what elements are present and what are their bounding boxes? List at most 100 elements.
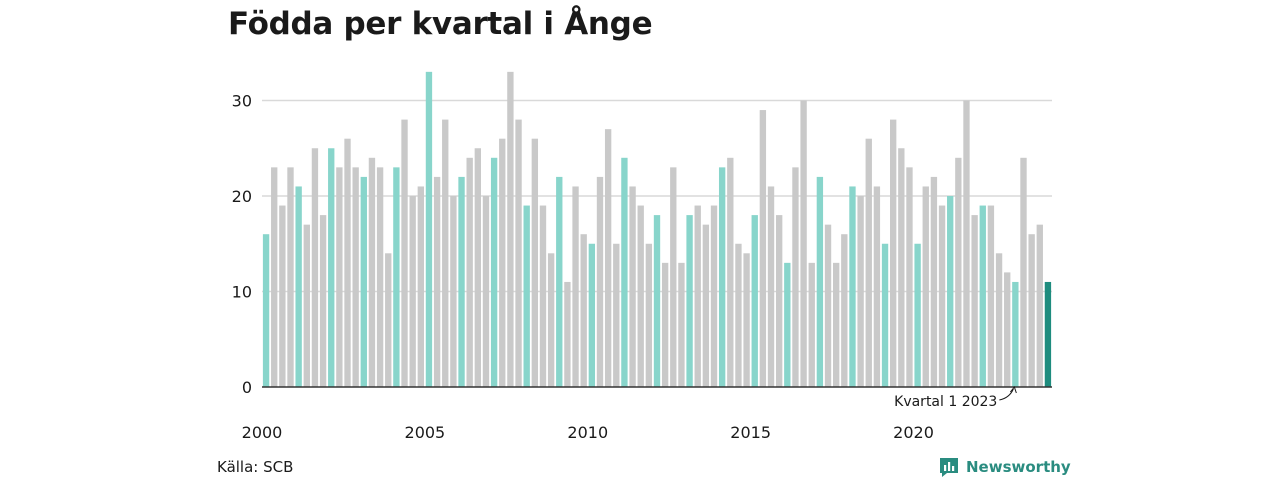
bar (987, 205, 995, 387)
source-label: Källa: SCB (217, 458, 294, 476)
bar (344, 138, 351, 387)
bar (1012, 281, 1019, 387)
bar (995, 253, 1003, 387)
bar (303, 224, 310, 387)
bar (368, 157, 376, 387)
bar (922, 186, 929, 387)
bar (458, 176, 465, 387)
annotation-arrow (999, 388, 1014, 401)
bar (767, 186, 775, 387)
x-tick-label: 2005 (405, 423, 446, 442)
bar (661, 262, 669, 387)
bar (849, 186, 856, 387)
bar (824, 224, 832, 387)
bar (442, 119, 449, 387)
bar (588, 243, 596, 387)
bar (1028, 234, 1035, 387)
bar (1020, 157, 1027, 387)
x-tick-label: 2015 (730, 423, 771, 442)
bar (425, 71, 433, 387)
bar (694, 205, 701, 387)
bar (376, 167, 384, 387)
bar (450, 196, 457, 387)
bar (466, 157, 473, 387)
bar (531, 138, 539, 387)
bar (898, 148, 905, 387)
bar (710, 205, 718, 387)
bar (621, 157, 628, 387)
bar (743, 253, 750, 387)
bar (808, 262, 815, 387)
bar (523, 205, 530, 387)
y-tick-label: 10 (232, 283, 252, 302)
bar (596, 176, 604, 387)
bar (670, 167, 677, 387)
bar (816, 176, 824, 387)
bar (556, 176, 563, 387)
bar (881, 243, 889, 387)
bar (417, 186, 424, 387)
bar (930, 176, 938, 387)
bar (539, 205, 547, 387)
bar (385, 253, 392, 387)
annotation-label: Kvartal 1 2023 (894, 394, 997, 410)
bar (515, 119, 522, 387)
bar (604, 129, 612, 387)
bar (507, 71, 514, 387)
x-tick-label: 2000 (242, 423, 283, 442)
bar (295, 186, 302, 387)
bar (702, 224, 710, 387)
bar (336, 167, 343, 387)
x-tick-label: 2020 (893, 423, 934, 442)
bar (906, 167, 913, 387)
newsworthy-logo-icon (940, 458, 958, 477)
bar (947, 196, 954, 387)
bar (678, 262, 685, 387)
bar (409, 196, 416, 387)
bar (564, 281, 571, 387)
bar (474, 148, 482, 387)
brand-name: Newsworthy (966, 458, 1071, 476)
bar (1036, 224, 1043, 387)
chart-title: Födda per kvartal i Ånge (228, 6, 653, 42)
bar (1004, 272, 1011, 387)
annotation-arrowhead (1009, 385, 1017, 394)
bar (735, 243, 742, 387)
bar (979, 205, 986, 387)
bar (328, 148, 335, 387)
bar (784, 262, 791, 387)
bar (1044, 281, 1052, 387)
brand: Newsworthy (938, 456, 1071, 478)
y-tick-label: 0 (242, 378, 252, 397)
bar (637, 205, 644, 387)
bar (352, 167, 359, 387)
bar (890, 119, 897, 387)
bar (490, 157, 498, 387)
bar (262, 234, 270, 387)
bar (751, 215, 758, 387)
bar (865, 138, 872, 387)
bar (873, 186, 881, 387)
bar (580, 234, 587, 387)
bar (572, 186, 579, 387)
bar (287, 167, 294, 387)
bar (727, 157, 734, 387)
y-tick-label: 20 (232, 187, 252, 206)
bar (547, 253, 555, 387)
bar (653, 215, 661, 387)
bar (482, 196, 490, 387)
bar (686, 215, 693, 387)
bar (645, 243, 653, 387)
bar (938, 205, 946, 387)
bar (841, 234, 848, 387)
bar (857, 196, 864, 387)
bar (393, 167, 400, 387)
y-tick-label: 30 (232, 92, 252, 111)
bar (613, 243, 620, 387)
bar (792, 167, 799, 387)
bar (499, 138, 506, 387)
x-tick-label: 2010 (567, 423, 608, 442)
bar (433, 176, 441, 387)
bar (360, 176, 367, 387)
